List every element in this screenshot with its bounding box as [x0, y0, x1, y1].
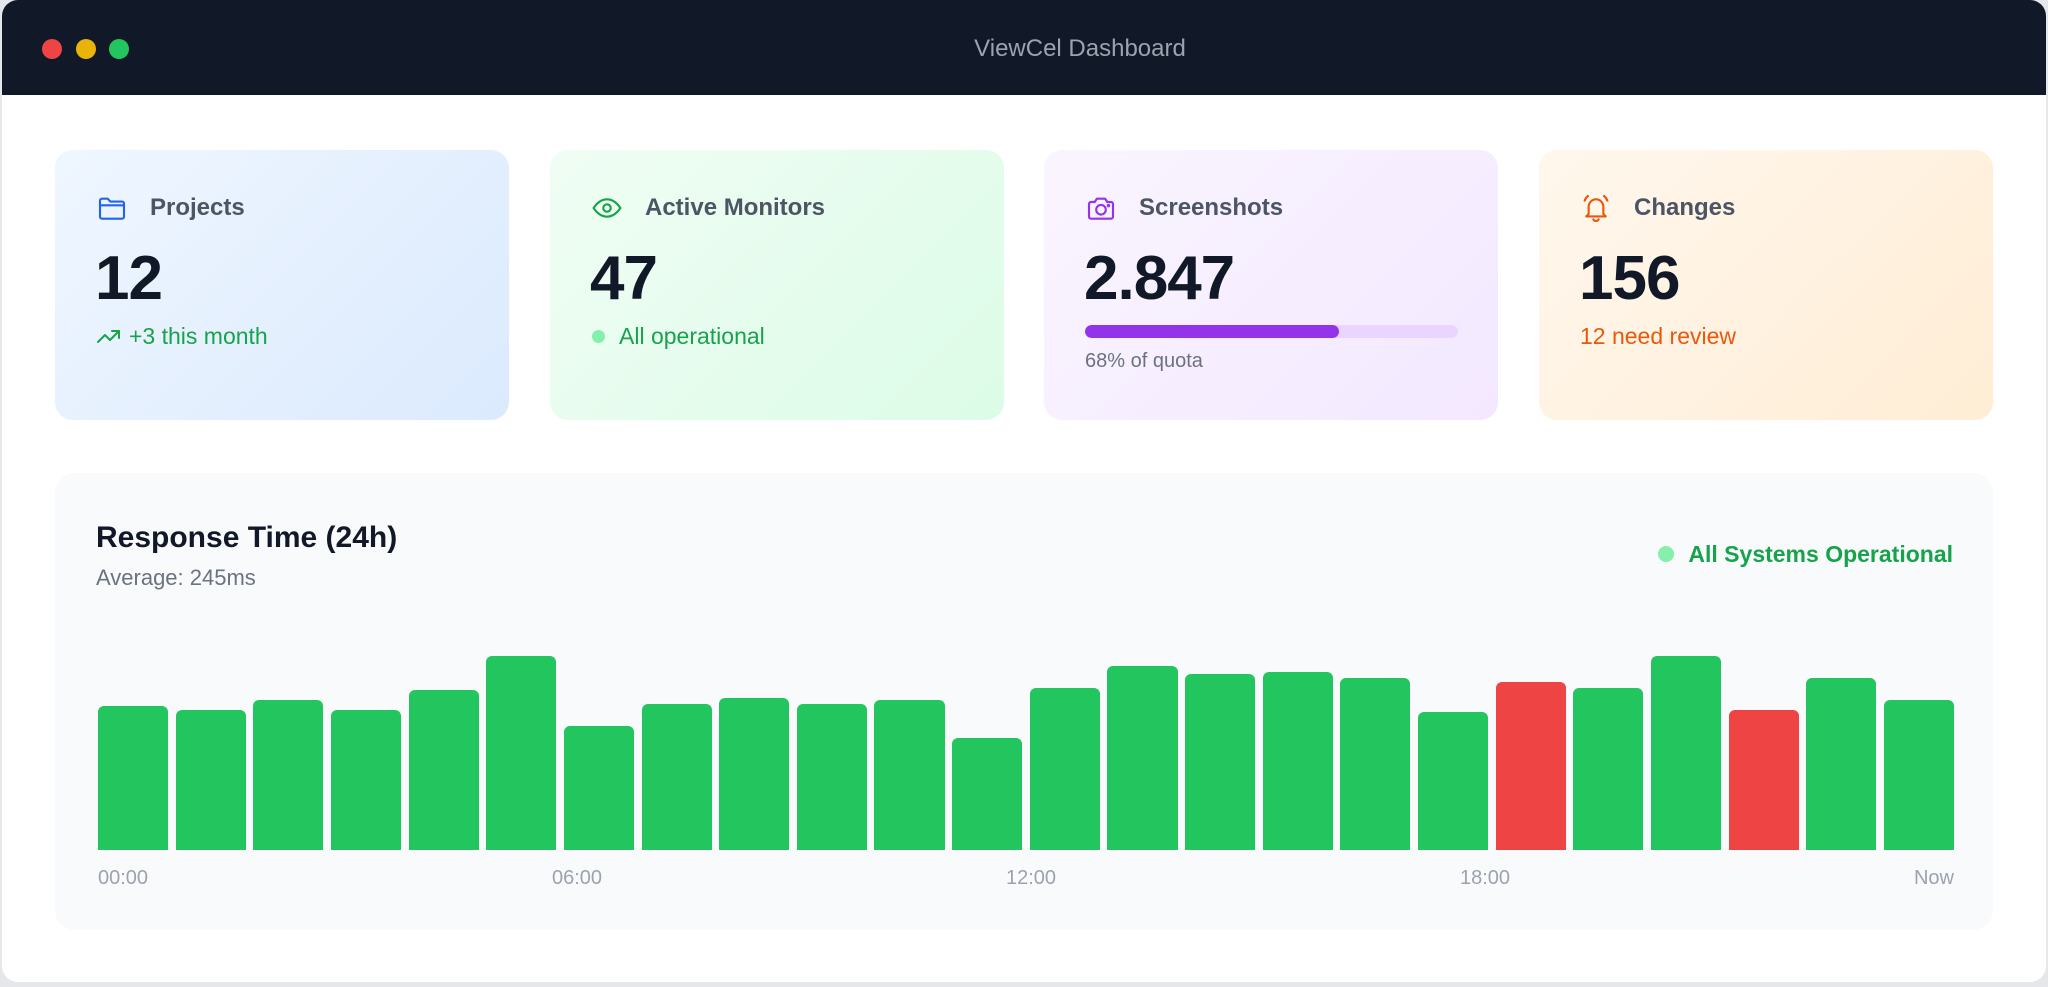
chart-bar[interactable] [1417, 712, 1489, 850]
stat-label: Projects [150, 194, 245, 221]
chart-bar[interactable] [1185, 674, 1256, 850]
chart-average: Average: 245ms [96, 565, 256, 590]
stat-subtext-label: +3 this month [129, 323, 268, 349]
chart-bar[interactable] [253, 700, 324, 850]
chart-title: Response Time (24h) [96, 521, 398, 554]
stat-subtext: 12 need review [1580, 320, 1736, 352]
stat-value: 2.847 [1084, 244, 1235, 313]
chart-bar[interactable] [330, 710, 402, 850]
chart-bar[interactable] [1107, 666, 1178, 850]
stat-subtext: All operational [591, 320, 765, 352]
chart-bar[interactable] [1340, 678, 1411, 850]
x-tick-label: 06:00 [551, 867, 603, 889]
bell-icon [1580, 192, 1612, 224]
x-axis-labels: 00:00 06:00 12:00 18:00 Now [98, 865, 1954, 891]
stat-header: Screenshots [1085, 192, 1283, 224]
maximize-window-button[interactable] [109, 39, 129, 59]
window-title: ViewCel Dashboard [974, 35, 1186, 62]
stat-label: Active Monitors [645, 194, 826, 221]
trending-up-icon [97, 330, 120, 343]
stat-subtext-label: All operational [619, 323, 765, 349]
x-tick-label: 00:00 [98, 867, 149, 889]
chart-bar[interactable] [952, 738, 1023, 850]
stat-value: 12 [95, 244, 163, 313]
chart-bar[interactable] [641, 704, 712, 850]
stat-card-screenshots[interactable]: Screenshots 2.847 68% of quota [1044, 150, 1498, 420]
camera-icon [1085, 192, 1117, 224]
stat-value: 156 [1579, 244, 1680, 313]
folder-icon [96, 192, 128, 224]
chart-bar[interactable] [1029, 688, 1100, 850]
close-window-button[interactable] [42, 39, 62, 59]
title-bar: ViewCel Dashboard [2, 0, 2046, 95]
chart-bar[interactable] [1806, 678, 1877, 850]
stat-label: Changes [1634, 194, 1736, 221]
x-tick-label: 12:00 [1005, 867, 1057, 889]
stat-card-projects[interactable]: Projects 12 +3 this month [55, 150, 509, 420]
chart-bar[interactable] [1495, 682, 1566, 850]
chart-bar[interactable] [1573, 688, 1644, 850]
stat-subtext-label: 12 need review [1580, 323, 1736, 349]
status-dot [592, 329, 605, 343]
chart-bar[interactable] [874, 700, 945, 850]
stat-header: Active Monitors [591, 192, 825, 224]
stat-value: 47 [590, 244, 658, 313]
bar-chart [98, 650, 1954, 850]
eye-icon [591, 192, 623, 224]
stat-label: Screenshots [1139, 194, 1284, 221]
response-time-card: Response Time (24h) Average: 245ms All S… [55, 473, 1993, 930]
chart-bar[interactable] [1883, 700, 1954, 850]
x-tick-label: Now [1913, 867, 1954, 889]
stat-card-changes[interactable]: Changes 156 12 need review [1539, 150, 1993, 420]
chart-bar[interactable] [98, 706, 169, 850]
x-tick-label: 18:00 [1459, 867, 1511, 889]
minimize-window-button[interactable] [76, 39, 96, 59]
system-status: All Systems Operational [1657, 539, 1953, 569]
system-status-label: All Systems Operational [1688, 541, 1953, 567]
chart-bar[interactable] [486, 656, 557, 850]
status-dot [1658, 546, 1675, 562]
stat-subtext: +3 this month [96, 320, 268, 352]
chart-bar[interactable] [408, 690, 479, 850]
stat-header: Projects [96, 192, 245, 224]
chart-bar[interactable] [1650, 656, 1722, 850]
chart-bar[interactable] [1262, 672, 1333, 850]
chart-bar[interactable] [175, 710, 246, 850]
quota-label: 68% of quota [1085, 350, 1203, 372]
chart-bar[interactable] [563, 726, 635, 850]
stat-card-active-monitors[interactable]: Active Monitors 47 All operational [550, 150, 1004, 420]
quota-progress-bar [1085, 325, 1458, 338]
quota-progress-fill [1085, 325, 1339, 338]
chart-bar[interactable] [1728, 710, 1799, 850]
chart-bar[interactable] [719, 698, 790, 850]
stat-header: Changes [1580, 192, 1735, 224]
chart-bar[interactable] [796, 704, 867, 850]
